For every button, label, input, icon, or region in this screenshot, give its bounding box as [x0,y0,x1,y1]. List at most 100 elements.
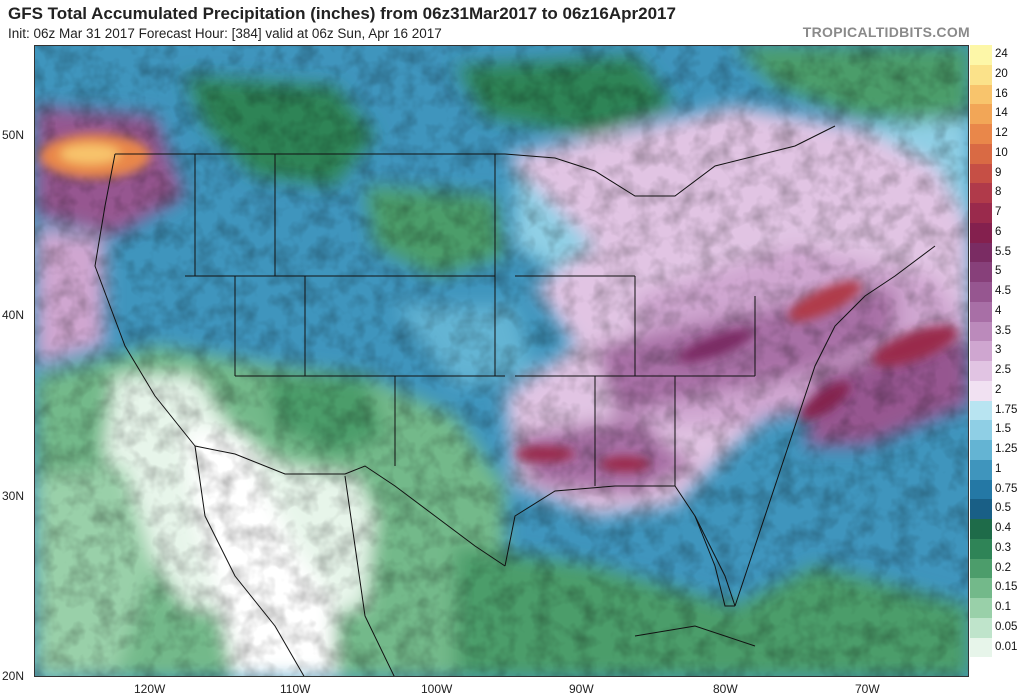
legend-item: 5.5 [970,242,1024,263]
legend-item: 7 [970,203,1024,223]
legend-item: 1.75 [970,400,1024,421]
legend-swatch [970,558,992,579]
bc-coast-core [60,144,120,164]
legend-item: 14 [970,104,1024,124]
legend-label: 1.25 [995,443,1018,455]
legend-swatch [970,341,992,361]
legend-label: 10 [995,146,1008,159]
legend-swatch [970,499,992,519]
legend-item: 3 [970,341,1024,361]
legend-swatch [970,459,992,480]
legend-item: 0.15 [970,578,1024,598]
legend-label: 0.5 [995,502,1011,515]
legend-swatch [970,598,992,618]
legend-swatch [970,420,992,440]
legend-item: 0.3 [970,538,1024,559]
legend-item: 1 [970,459,1024,480]
legend-label: 3.5 [995,324,1011,337]
legend-item: 24 [970,45,1024,65]
precip-legend: 24 20 16 14 12 10 9 8 7 6 5.5 5 4.5 4 3.5 3 2.5 2 1.75 1.5 1… [970,45,1024,677]
legend-swatch [970,657,992,677]
legend-item: 2.5 [970,361,1024,381]
east-coast [734,245,936,607]
legend-item: 6 [970,222,1024,243]
legend-item: 20 [970,64,1024,85]
lat-label-20n: 20N [2,669,25,683]
legend-swatch [970,163,992,184]
legend-label: 1.75 [995,403,1018,416]
legend-swatch [970,361,992,381]
legend-label: 0.75 [995,482,1018,495]
legend-label: 4.5 [995,285,1011,297]
legend-swatch [970,301,992,322]
legend-swatch [970,380,992,401]
legend-label: 0.2 [995,561,1011,574]
heavy-precip [40,134,958,472]
legend-item: 0.4 [970,519,1024,539]
legend-item: 0.05 [970,617,1024,638]
legend-label: 8 [995,186,1002,199]
cuba [634,625,756,647]
legend-item: 12 [970,124,1024,144]
legend-label: 14 [995,107,1008,120]
legend-swatch [970,143,992,164]
legend-swatch [970,400,992,421]
legend-item: 0.2 [970,558,1024,579]
lon-label-110w: 110W [280,682,311,696]
legend-label: 0.01 [995,640,1018,653]
legend-item: 0.01 [970,637,1024,658]
legend-item: 2 [970,380,1024,401]
legend-label: 7 [995,206,1002,218]
legend-label: 1.5 [995,423,1011,436]
legend-item: 4.5 [970,282,1024,302]
legend-swatch [970,617,992,638]
legend-item: 0.5 [970,499,1024,519]
ohio-valley-max [677,329,753,363]
legend-item: 3.5 [970,321,1024,342]
lat-label-50n: 50N [2,128,25,142]
legend-label: 9 [995,166,1002,179]
legend-item: 16 [970,84,1024,105]
legend-label: 6 [995,225,1002,238]
lat-label-30n: 30N [2,489,25,503]
lon-label-100w: 100W [421,682,453,696]
lon-label-80w: 80W [713,682,738,696]
legend-item: 10 [970,143,1024,164]
legend-swatch [970,538,992,559]
us-mexico-border [194,445,506,567]
legend-swatch [970,84,992,105]
legend-label: 0.4 [995,522,1011,534]
legend-swatch [970,124,992,144]
legend-swatch [970,440,992,460]
west-coast [94,153,196,447]
mexico-coast [194,445,395,676]
site-brand: TROPICALTIDBITS.COM [802,24,970,40]
borders [94,125,936,676]
legend-swatch [970,637,992,658]
legend-swatch [970,479,992,500]
gulf-coast-max-2 [600,456,650,472]
lat-label-40n: 40N [2,308,25,322]
legend-label: 5.5 [995,245,1011,258]
legend-swatch [970,578,992,598]
legend-label: 16 [995,87,1008,100]
legend-label: 2 [995,383,1002,396]
state-lines-1 [185,154,756,486]
legend-item: 4 [970,301,1024,322]
legend-swatch [970,262,992,282]
lon-label-120w: 120W [134,682,166,696]
legend-swatch [970,45,992,65]
lon-label-90w: 90W [569,682,594,696]
legend-label: 2.5 [995,364,1011,376]
legend-label: 0.05 [995,620,1018,633]
legend-label: 5 [995,265,1002,278]
legend-item: 8 [970,183,1024,203]
us-canada-border [115,125,836,197]
legend-swatch [970,64,992,85]
legend-item: 9 [970,163,1024,184]
gulf-coast-max-1 [515,446,575,462]
legend-label: 0.3 [995,541,1011,554]
legend-item [970,657,1024,677]
map-title: GFS Total Accumulated Precipitation (inc… [8,4,676,23]
legend-label: 4 [995,304,1002,317]
